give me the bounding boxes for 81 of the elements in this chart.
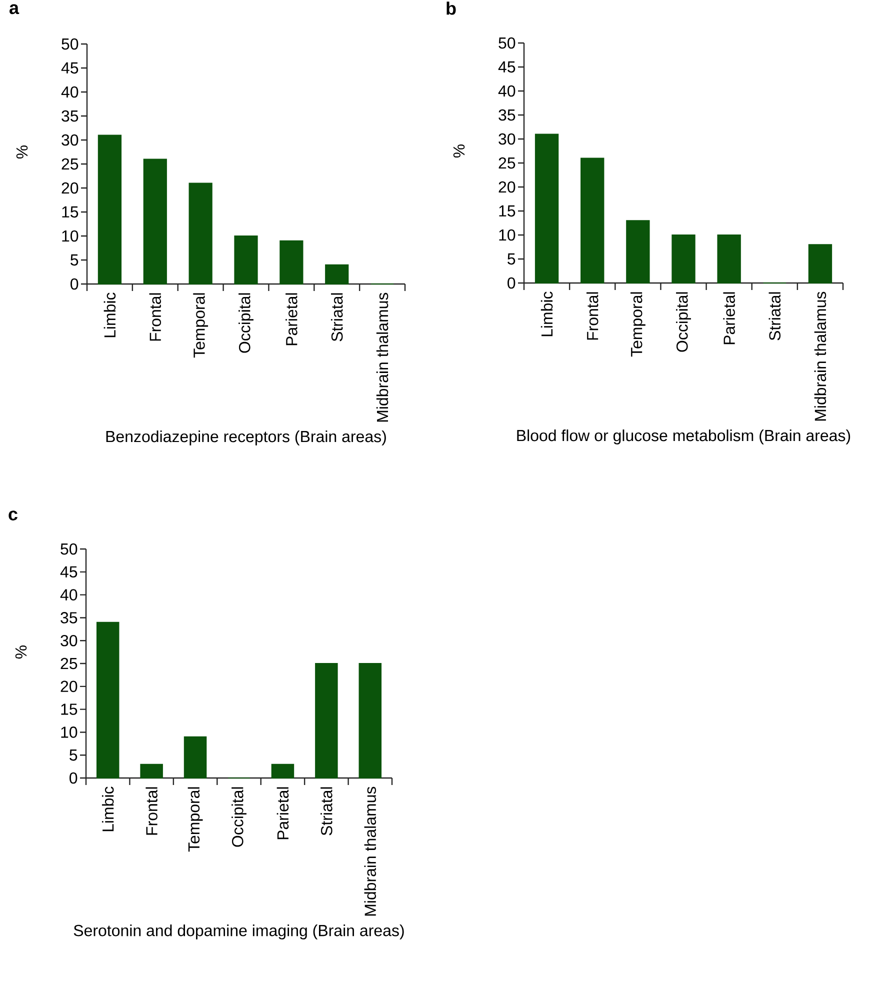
bar: [580, 158, 604, 284]
bar: [98, 134, 122, 284]
x-tick-label: Limbic: [104, 292, 116, 338]
x-tick-label: Limbic: [540, 292, 553, 336]
y-tick-label: 50: [498, 37, 516, 49]
bar: [271, 764, 294, 778]
y-tick-label: 0: [508, 277, 516, 289]
x-tick-label: Striatal: [320, 787, 332, 836]
x-axis-title: Blood flow or glucose metabolism (Brain areas): [517, 429, 850, 444]
x-tick-label: Midbrain thalamus: [814, 292, 826, 421]
y-tick-label: 30: [62, 134, 78, 146]
y-tick-label: 15: [61, 704, 78, 715]
y-tick-label: 10: [61, 726, 78, 738]
x-tick-label: Occipital: [232, 787, 246, 847]
bar: [234, 236, 258, 284]
y-tick-label: 40: [60, 589, 78, 600]
bar: [808, 244, 832, 284]
x-tick-label: Temporal: [188, 787, 203, 852]
bar: [325, 264, 349, 284]
y-tick-label: 15: [499, 205, 516, 217]
x-tick-label: Frontal: [149, 293, 162, 341]
y-tick-label: 10: [499, 229, 516, 241]
bar: [358, 663, 382, 778]
y-axis-title: %: [15, 646, 27, 659]
chart-title: b: [446, 2, 456, 15]
bar: [280, 240, 304, 284]
x-tick-label: Temporal: [193, 293, 208, 358]
y-tick-label: 25: [60, 658, 78, 670]
x-axis-title: Serotonin and dopamine imaging (Brain areas): [74, 924, 404, 940]
x-tick-label: Midbrain thalamus: [376, 292, 388, 422]
y-tick-label: 5: [70, 254, 78, 266]
y-tick-label: 20: [62, 182, 78, 194]
y-tick-label: 35: [62, 110, 78, 122]
bar: [143, 158, 167, 284]
y-tick-label: 5: [70, 750, 78, 761]
x-tick-label: Limbic: [102, 786, 114, 832]
x-tick-label: Parietal: [286, 293, 298, 346]
y-tick-label: 35: [60, 612, 78, 624]
bar: [626, 220, 650, 284]
bar: [184, 736, 207, 778]
x-tick-label: Occipital: [676, 292, 691, 352]
x-tick-label: Striatal: [768, 292, 781, 340]
y-tick-label: 25: [62, 158, 78, 170]
bar: [672, 234, 696, 284]
bar: [140, 764, 163, 778]
x-tick-label: Frontal: [146, 787, 158, 835]
y-tick-label: 45: [498, 61, 516, 73]
bar: [315, 663, 338, 778]
y-tick-label: 45: [61, 62, 78, 74]
y-tick-label: 40: [498, 85, 516, 97]
y-tick-label: 10: [62, 230, 78, 242]
bar: [534, 134, 559, 284]
x-axis-title: Benzodiazepine receptors (Brain areas): [106, 430, 386, 446]
x-tick-label: Striatal: [330, 293, 343, 342]
y-tick-label: 30: [498, 133, 516, 145]
y-tick-label: 0: [70, 772, 78, 784]
y-tick-label: 5: [508, 253, 516, 265]
y-tick-label: 50: [62, 38, 78, 50]
y-tick-label: 35: [498, 109, 516, 121]
x-tick-label: Parietal: [723, 292, 735, 344]
bar: [717, 234, 741, 284]
x-tick-label: Occipital: [238, 293, 254, 353]
y-tick-label: 30: [60, 634, 78, 646]
y-tick-label: 40: [61, 86, 78, 98]
x-tick-label: Frontal: [586, 292, 598, 340]
chart-title: a: [10, 4, 20, 14]
y-axis-title: %: [16, 145, 28, 159]
y-tick-label: 20: [60, 680, 78, 692]
bar: [188, 182, 212, 284]
bar: [96, 622, 120, 778]
y-tick-label: 25: [498, 157, 516, 169]
x-tick-label: Temporal: [630, 292, 646, 357]
chart-title: c: [8, 510, 18, 520]
x-tick-label: Parietal: [276, 787, 289, 840]
y-tick-label: 15: [62, 206, 78, 218]
y-tick-label: 20: [498, 181, 516, 193]
y-tick-label: 45: [60, 566, 78, 578]
y-tick-label: 50: [60, 543, 78, 555]
x-tick-label: Midbrain thalamus: [364, 786, 376, 916]
y-tick-label: 0: [70, 278, 78, 290]
y-axis-title: %: [453, 144, 465, 158]
